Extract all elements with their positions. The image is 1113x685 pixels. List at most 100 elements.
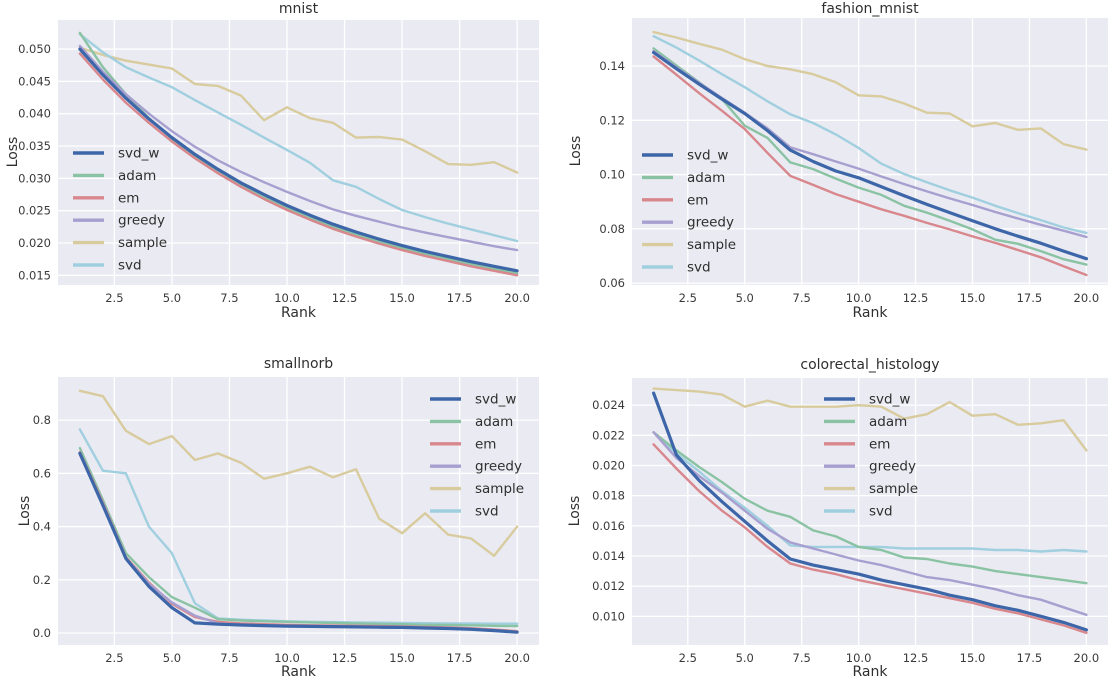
series-line-sample xyxy=(78,46,519,174)
y-tick-label: 0.010 xyxy=(592,609,625,623)
y-tick-label: 0.6 xyxy=(33,466,51,480)
legend-item-sample: sample xyxy=(430,481,524,497)
x-tick-label: 15.0 xyxy=(960,291,986,305)
legend-item-sample: sample xyxy=(824,481,918,497)
legend-item-svd_w: svd_w xyxy=(430,392,516,408)
x-tick-label: 12.5 xyxy=(332,291,358,305)
legend-label-sample: sample xyxy=(475,481,524,497)
series-line-greedy xyxy=(652,431,1088,616)
y-tick-label: 0.020 xyxy=(592,458,625,472)
x-tick-label: 15.0 xyxy=(389,651,415,665)
x-tick-label: 5.0 xyxy=(163,291,181,305)
x-axis-label: Rank xyxy=(281,305,316,321)
x-tick-label: 20.0 xyxy=(504,651,530,665)
legend-item-adam: adam xyxy=(430,414,513,430)
x-tick-label: 7.5 xyxy=(220,651,238,665)
y-tick-label: 0.016 xyxy=(592,519,625,533)
y-tick-label: 0.8 xyxy=(33,413,51,427)
chart-svg: 2.5 5.0 7.5 10.0 12.5 15.0 17.5 20.0 0.010 0.012 0… xyxy=(592,378,1108,665)
legend-item-svd: svd xyxy=(642,260,711,276)
legend-item-greedy: greedy xyxy=(73,213,165,229)
legend-label-svd_w: svd_w xyxy=(869,392,910,408)
legend-item-svd: svd xyxy=(430,504,499,520)
y-tick-label: 0.10 xyxy=(599,168,625,182)
chart-svg: 2.5 5.0 7.5 10.0 12.5 15.0 17.5 20.0 0.0 0.2 0.4 0.… xyxy=(33,377,539,665)
subplot-smallnorb: 2.5 5.0 7.5 10.0 12.5 15.0 17.5 20.0 0.0 0.2 0.4 0.… xyxy=(0,342,557,685)
legend-item-greedy: greedy xyxy=(824,459,916,475)
y-tick-label: 0.025 xyxy=(18,204,51,218)
y-tick-label: 0.040 xyxy=(18,107,51,121)
legend-item-adam: adam xyxy=(824,414,907,430)
x-axis-label: Rank xyxy=(852,664,888,680)
x-tick-label: 17.5 xyxy=(1017,651,1043,665)
x-tick-label: 17.5 xyxy=(1017,291,1043,305)
x-tick-label: 10.0 xyxy=(846,651,872,665)
legend-item-svd: svd xyxy=(73,258,142,274)
series-line-sample xyxy=(652,387,1088,452)
legend-item-sample: sample xyxy=(642,237,736,253)
x-tick-label: 15.0 xyxy=(389,291,415,305)
y-tick-label: 0.015 xyxy=(18,268,51,282)
x-tick-label: 20.0 xyxy=(1074,651,1100,665)
x-tick-label: 12.5 xyxy=(903,651,929,665)
legend-item-greedy: greedy xyxy=(642,215,734,231)
legend-item-em: em xyxy=(642,192,708,208)
plot-area xyxy=(632,378,1108,645)
legend-label-greedy: greedy xyxy=(118,213,165,229)
x-tick-label: 7.5 xyxy=(793,651,811,665)
x-axis-label: Rank xyxy=(852,305,888,321)
y-tick-label: 0.4 xyxy=(33,520,51,534)
x-tick-label: 17.5 xyxy=(447,651,473,665)
chart-title: mnist xyxy=(278,1,319,17)
legend-label-svd: svd xyxy=(118,258,142,274)
legend-label-greedy: greedy xyxy=(475,459,522,475)
series-line-sample xyxy=(78,389,519,558)
series-line-svd_w xyxy=(651,50,1089,261)
x-tick-label: 20.0 xyxy=(504,291,530,305)
series-line-em xyxy=(78,52,519,277)
legend-item-adam: adam xyxy=(73,168,156,184)
y-tick-label: 0.14 xyxy=(599,59,625,73)
chart-title: smallnorb xyxy=(263,356,334,372)
legend-label-em: em xyxy=(475,436,496,452)
y-tick-label: 0.024 xyxy=(592,398,625,412)
y-tick-label: 0.018 xyxy=(592,489,625,503)
subplot-fashion_mnist: 2.5 5.0 7.5 10.0 12.5 15.0 17.5 20.0 0.06 0.08 0.1… xyxy=(557,0,1113,342)
legend-item-sample: sample xyxy=(73,235,167,251)
y-tick-label: 0.12 xyxy=(599,113,625,127)
series-line-adam xyxy=(652,47,1088,266)
series-line-adam xyxy=(652,431,1088,585)
legend-item-em: em xyxy=(430,436,496,452)
x-tick-label: 10.0 xyxy=(274,291,300,305)
chart-svg: 2.5 5.0 7.5 10.0 12.5 15.0 17.5 20.0 0.015 0.020 0… xyxy=(18,20,539,305)
y-axis-label: Loss xyxy=(568,135,584,167)
legend-label-adam: adam xyxy=(687,170,725,186)
y-tick-label: 0.08 xyxy=(599,222,625,236)
legend-label-adam: adam xyxy=(118,168,156,184)
series-line-svd xyxy=(652,35,1088,235)
subplot-mnist: 2.5 5.0 7.5 10.0 12.5 15.0 17.5 20.0 0.015 0.020 0… xyxy=(0,0,557,342)
legend-label-svd_w: svd_w xyxy=(475,392,516,408)
y-tick-label: 0.012 xyxy=(592,579,625,593)
legend-label-adam: adam xyxy=(869,414,907,430)
legend-label-greedy: greedy xyxy=(869,459,916,475)
legend-label-svd: svd xyxy=(475,504,499,520)
legend-label-svd: svd xyxy=(869,504,893,520)
x-axis-label: Rank xyxy=(281,664,316,680)
x-tick-label: 7.5 xyxy=(220,291,238,305)
plot-area xyxy=(58,377,539,645)
legend-item-greedy: greedy xyxy=(430,459,522,475)
legend-item-adam: adam xyxy=(642,170,725,186)
y-tick-label: 0.035 xyxy=(18,139,51,153)
y-tick-label: 0.020 xyxy=(18,236,51,250)
legend-item-em: em xyxy=(73,190,139,206)
legend-label-em: em xyxy=(118,190,139,206)
chart-svg: 2.5 5.0 7.5 10.0 12.5 15.0 17.5 20.0 0.06 0.08 0.1… xyxy=(599,18,1108,305)
x-tick-label: 5.0 xyxy=(736,651,754,665)
legend-label-em: em xyxy=(869,436,890,452)
x-tick-label: 10.0 xyxy=(846,291,872,305)
x-tick-label: 2.5 xyxy=(679,651,697,665)
x-tick-label: 2.5 xyxy=(105,651,123,665)
series-line-em xyxy=(652,55,1088,277)
y-tick-label: 0.050 xyxy=(18,42,51,56)
